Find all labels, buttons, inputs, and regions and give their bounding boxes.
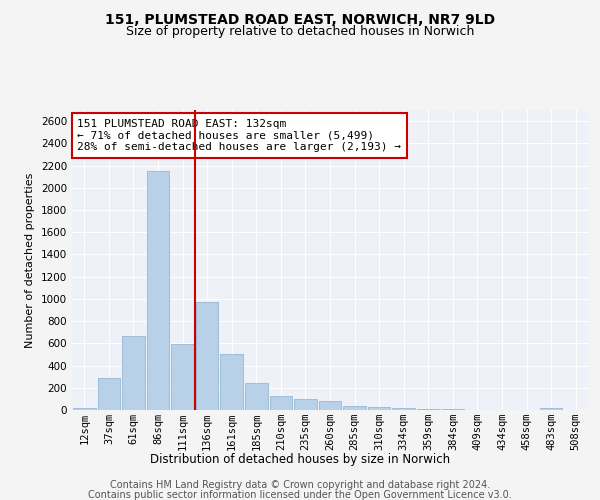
Bar — [245, 384, 268, 410]
Bar — [73, 408, 95, 410]
Bar — [196, 302, 218, 410]
Bar — [269, 396, 292, 410]
Bar — [392, 408, 415, 410]
Bar — [442, 409, 464, 410]
Bar — [368, 407, 391, 410]
Y-axis label: Number of detached properties: Number of detached properties — [25, 172, 35, 348]
Bar — [417, 409, 440, 410]
Bar — [171, 344, 194, 410]
Bar — [98, 378, 120, 410]
Bar — [540, 408, 562, 410]
Bar — [122, 336, 145, 410]
Bar — [294, 400, 317, 410]
Text: 151, PLUMSTEAD ROAD EAST, NORWICH, NR7 9LD: 151, PLUMSTEAD ROAD EAST, NORWICH, NR7 9… — [105, 12, 495, 26]
Text: Contains HM Land Registry data © Crown copyright and database right 2024.: Contains HM Land Registry data © Crown c… — [110, 480, 490, 490]
Bar — [343, 406, 366, 410]
Bar — [146, 171, 169, 410]
Text: Contains public sector information licensed under the Open Government Licence v3: Contains public sector information licen… — [88, 490, 512, 500]
Text: 151 PLUMSTEAD ROAD EAST: 132sqm
← 71% of detached houses are smaller (5,499)
28%: 151 PLUMSTEAD ROAD EAST: 132sqm ← 71% of… — [77, 119, 401, 152]
Text: Distribution of detached houses by size in Norwich: Distribution of detached houses by size … — [150, 452, 450, 466]
Text: Size of property relative to detached houses in Norwich: Size of property relative to detached ho… — [126, 25, 474, 38]
Bar — [319, 401, 341, 410]
Bar — [220, 354, 243, 410]
